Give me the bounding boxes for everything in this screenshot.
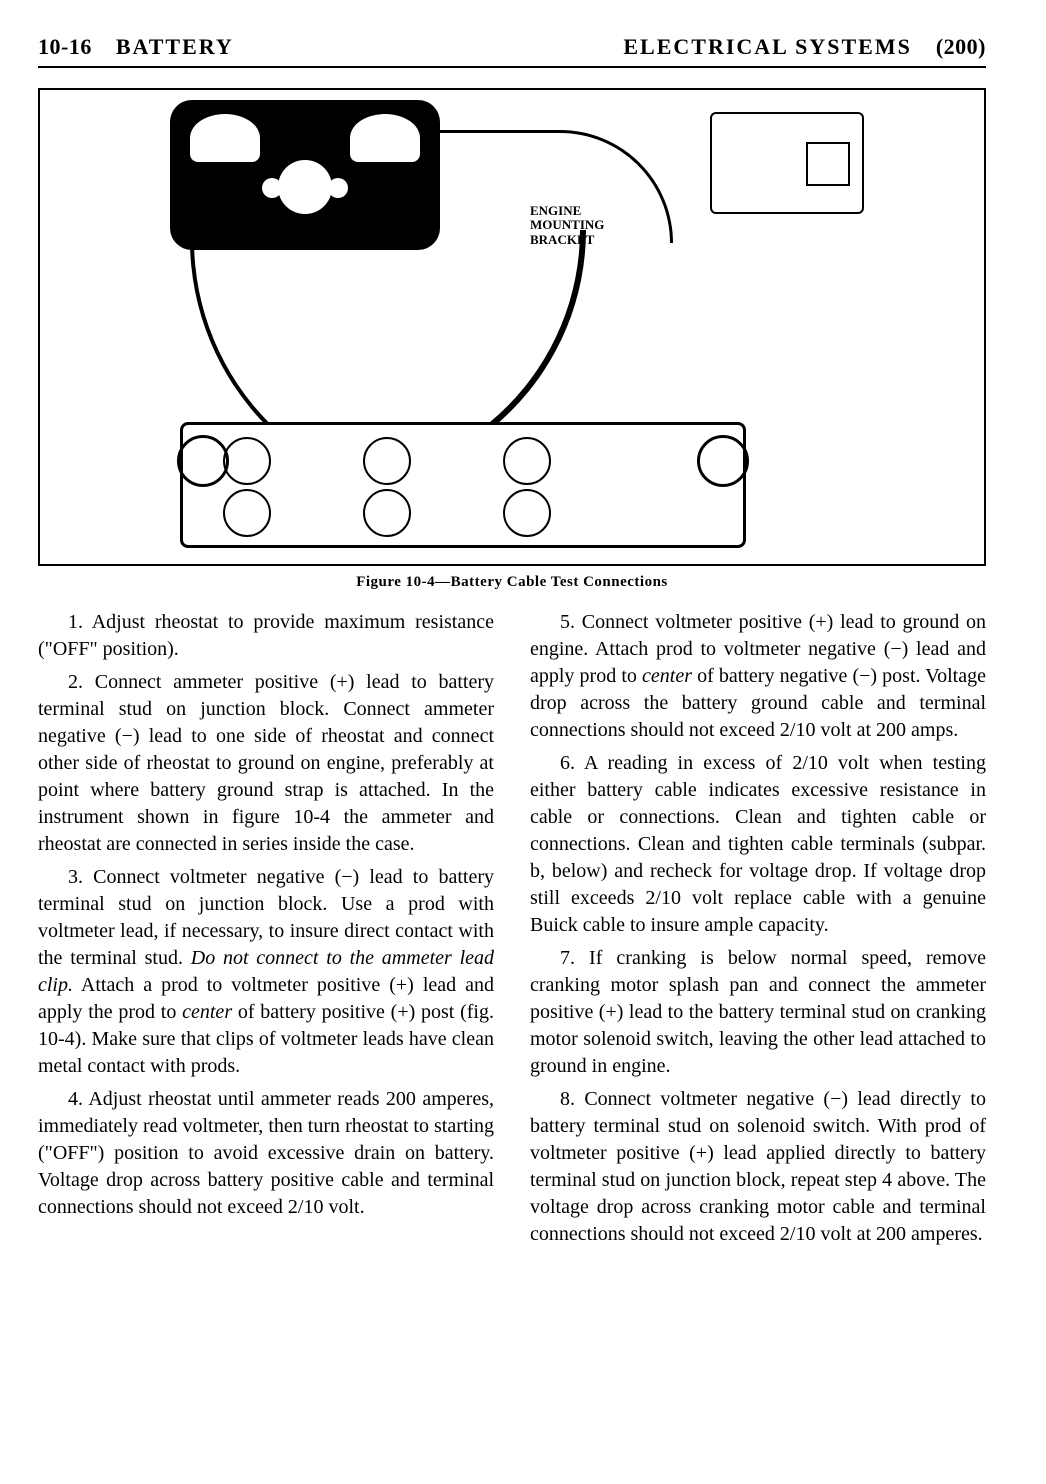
step-5: 5. Connect voltmeter positive (+) lead t… [530,609,986,744]
figure-10-4: ENGINE MOUNTING BRACKET [38,88,986,566]
battery-cell [223,489,271,537]
section-left: BATTERY [116,34,234,59]
battery-cell [363,489,411,537]
page-header: 10-16 BATTERY ELECTRICAL SYSTEMS (200) [38,34,986,68]
battery-cell [503,489,551,537]
step-4: 4. Adjust rheostat until ammeter reads 2… [38,1086,494,1221]
emphasis: center [642,665,692,687]
body-text: 1. Adjust rheostat to provide maximum re… [38,609,986,1248]
battery-terminal-pos [697,435,749,487]
rheostat-knob [278,160,332,214]
battery-terminal-neg [177,435,229,487]
step-8: 8. Connect voltmeter negative (−) lead d… [530,1086,986,1248]
emphasis: center [182,1001,232,1023]
battery-cell [503,437,551,485]
page-code: 10-16 [38,34,92,59]
step-6: 6. A reading in excess of 2/10 volt when… [530,750,986,939]
cable-to-bracket [440,130,673,243]
section-right: ELECTRICAL SYSTEMS [623,34,911,59]
page: 10-16 BATTERY ELECTRICAL SYSTEMS (200) E… [0,0,1046,1484]
battery [180,422,746,548]
page-number: (200) [936,34,986,59]
battery-cell [223,437,271,485]
ammeter-dial [190,114,260,162]
step-3: 3. Connect voltmeter negative (−) lead t… [38,864,494,1080]
step-1: 1. Adjust rheostat to provide maximum re… [38,609,494,663]
step-2: 2. Connect ammeter positive (+) lead to … [38,669,494,858]
engine-bracket-plate [710,112,864,214]
voltmeter-dial [350,114,420,162]
test-instrument [170,100,440,250]
step-7: 7. If cranking is below normal speed, re… [530,945,986,1080]
battery-cell [363,437,411,485]
figure-caption: Figure 10-4—Battery Cable Test Connectio… [38,574,986,591]
header-right: ELECTRICAL SYSTEMS (200) [623,34,986,60]
header-left: 10-16 BATTERY [38,34,234,60]
